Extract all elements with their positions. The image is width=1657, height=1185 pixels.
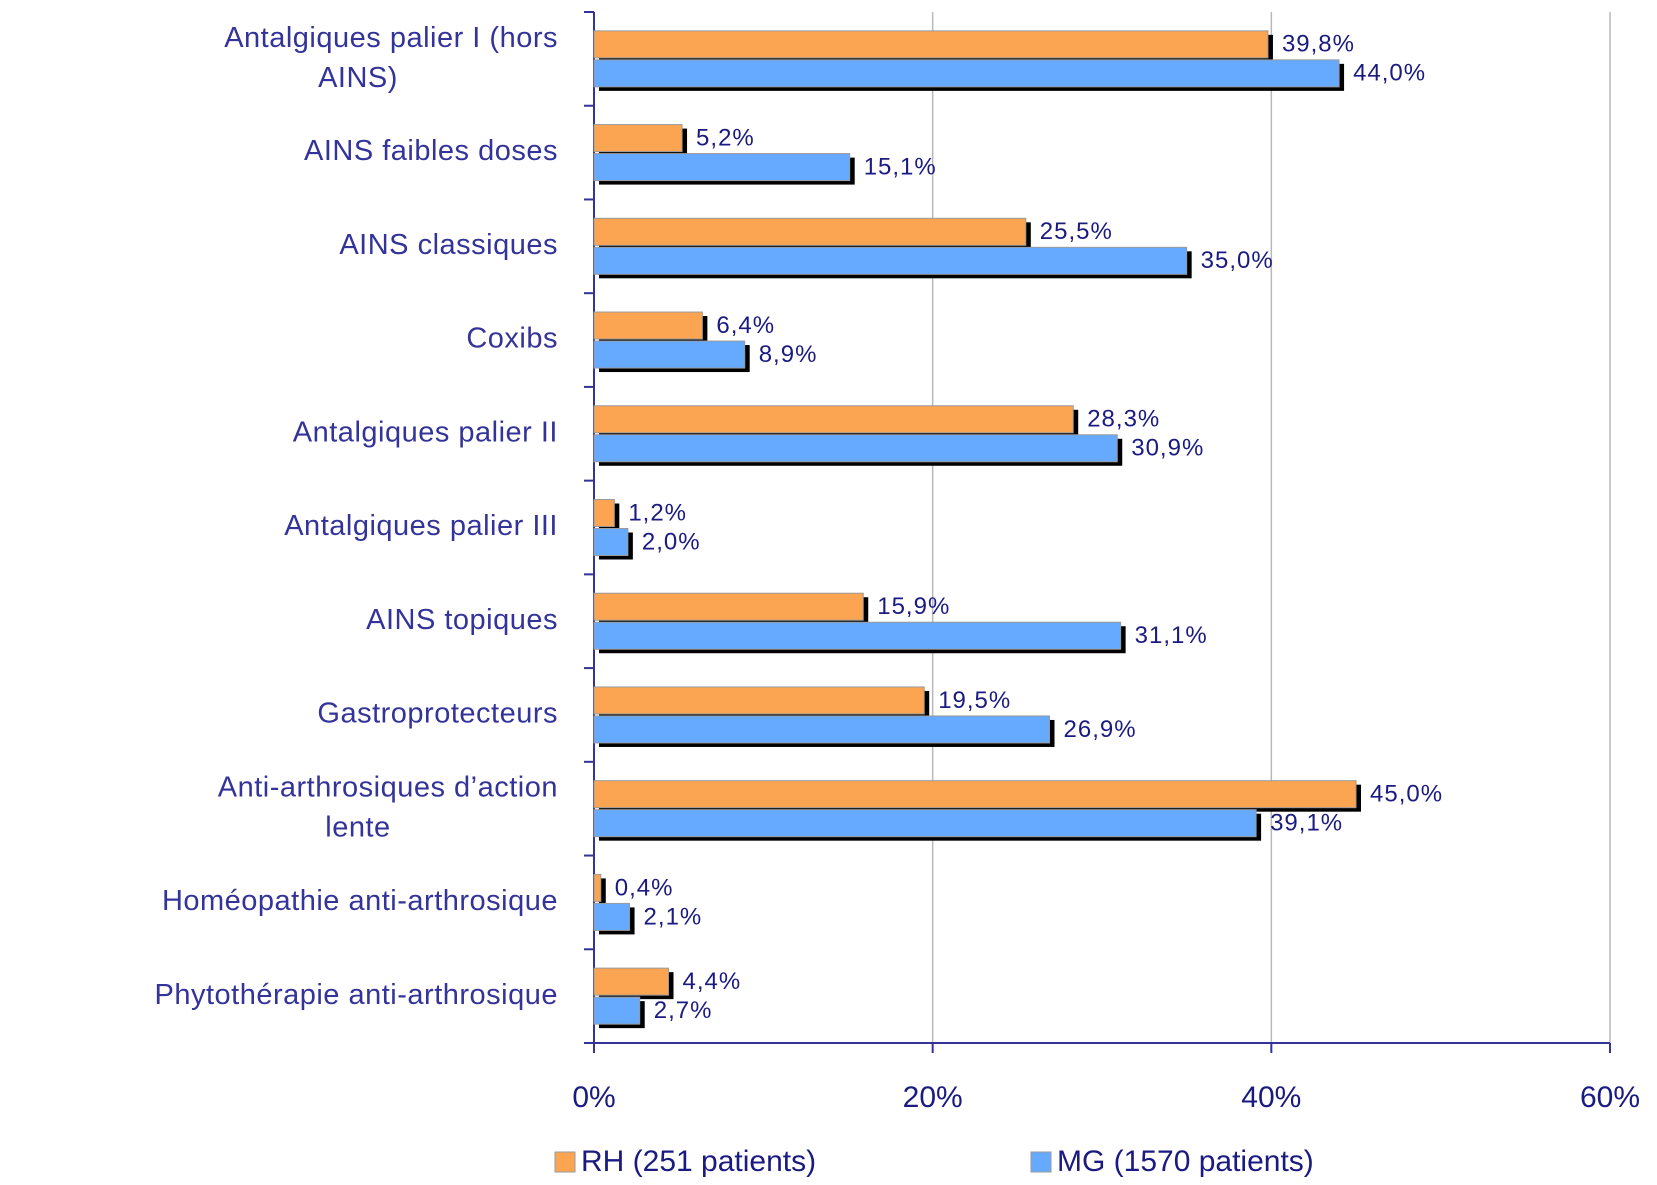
- bar: [593, 30, 1269, 59]
- x-tick-label: 20%: [903, 1081, 963, 1114]
- bar: [593, 217, 1027, 246]
- bar-shadow: [599, 878, 606, 906]
- value-label: 2,1%: [644, 903, 703, 930]
- x-tick-label: 0%: [572, 1081, 615, 1114]
- value-label: 30,9%: [1131, 435, 1204, 462]
- category-label: Phytothérapie anti-arthrosique: [154, 979, 558, 1011]
- value-label: 26,9%: [1064, 716, 1137, 743]
- bar: [593, 311, 703, 340]
- bar: [593, 902, 631, 931]
- x-tick-label: 40%: [1241, 1081, 1301, 1114]
- bar: [593, 434, 1118, 463]
- bar: [593, 780, 1357, 809]
- x-tick-label: 60%: [1580, 1081, 1640, 1114]
- value-label: 19,5%: [938, 687, 1011, 714]
- value-label: 2,0%: [642, 528, 701, 555]
- category-label: AINS topiques: [366, 604, 558, 636]
- bar: [593, 528, 629, 556]
- value-label: 8,9%: [759, 341, 818, 368]
- value-label: 35,0%: [1201, 247, 1274, 274]
- bar: [593, 809, 1257, 838]
- value-label: 1,2%: [628, 499, 687, 526]
- legend-label: RH (251 patients): [581, 1145, 816, 1178]
- category-label: Homéopathie anti-arthrosique: [162, 885, 558, 917]
- value-label: 6,4%: [716, 312, 775, 339]
- value-label: 0,4%: [615, 874, 674, 901]
- value-label: 39,8%: [1282, 31, 1355, 58]
- value-label: 4,4%: [683, 968, 742, 995]
- bar: [593, 246, 1188, 275]
- value-label: 2,7%: [654, 997, 713, 1024]
- category-label: AINS classiques: [339, 229, 558, 261]
- value-label: 15,1%: [864, 153, 937, 180]
- bar: [593, 686, 925, 715]
- value-label: 44,0%: [1353, 60, 1426, 87]
- bar: [593, 996, 641, 1025]
- value-label: 25,5%: [1040, 218, 1113, 245]
- value-label: 28,3%: [1087, 406, 1160, 433]
- value-label: 15,9%: [877, 593, 950, 620]
- bar: [593, 405, 1074, 434]
- bar: [593, 153, 851, 182]
- category-label: Coxibs: [466, 323, 558, 355]
- category-label: AINS faibles doses: [304, 135, 558, 167]
- category-label: Antalgiques palier I (hors AINS): [224, 22, 558, 94]
- legend-swatch: [554, 1151, 576, 1173]
- bar: [593, 592, 864, 621]
- legend-label: MG (1570 patients): [1057, 1145, 1314, 1178]
- bar: [593, 873, 602, 902]
- category-label: Gastroprotecteurs: [317, 698, 558, 730]
- category-label: Antalgiques palier II: [293, 416, 558, 448]
- bar: [593, 124, 683, 153]
- category-label: Anti-arthrosiques d’action lente: [218, 771, 558, 843]
- bar: [593, 715, 1051, 744]
- bar: [593, 340, 746, 369]
- bar: [593, 59, 1340, 88]
- value-label: 39,1%: [1270, 810, 1343, 837]
- bar: [593, 499, 615, 527]
- bar: [593, 967, 670, 996]
- bar: [593, 621, 1122, 650]
- value-label: 45,0%: [1370, 781, 1443, 808]
- value-label: 5,2%: [696, 124, 755, 151]
- value-label: 31,1%: [1135, 622, 1208, 649]
- legend-swatch: [1030, 1151, 1052, 1173]
- category-label: Antalgiques palier III: [284, 510, 558, 542]
